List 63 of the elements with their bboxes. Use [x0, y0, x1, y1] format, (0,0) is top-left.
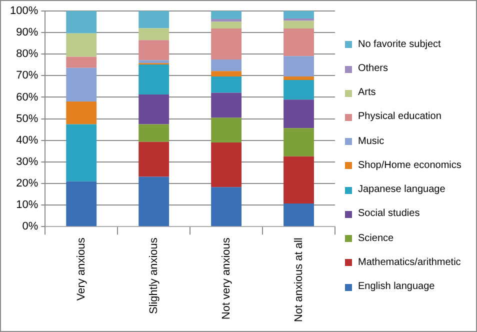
y-tick-label: 10%	[16, 199, 38, 212]
bar	[284, 76, 314, 80]
legend-label: Physical education	[358, 110, 442, 124]
legend-label: Arts	[358, 86, 376, 100]
bar	[211, 76, 242, 93]
bar	[211, 92, 242, 118]
legend-label: Japanese language	[358, 183, 446, 198]
legend-label: Shop/Home economics	[358, 158, 462, 173]
bar	[138, 176, 170, 226]
y-tick-label: 50%	[16, 112, 38, 125]
bar	[66, 124, 97, 182]
legend-label: Others	[358, 62, 388, 76]
x-tick-label: Very anxious	[75, 237, 88, 301]
bar	[211, 22, 242, 28]
y-tick-label: 20%	[16, 178, 38, 190]
x-tick-label: Not anxious at all	[292, 238, 305, 322]
y-tick-label: 80%	[16, 48, 38, 60]
legend-label: Music	[358, 134, 384, 149]
bar	[211, 142, 242, 188]
bar	[66, 102, 97, 124]
bar	[284, 128, 314, 156]
x-tick-label: Not very anxious	[220, 237, 232, 320]
bar	[66, 33, 97, 57]
bar	[284, 28, 314, 56]
bar	[284, 56, 314, 77]
bar	[138, 142, 170, 177]
y-tick-label: 0%	[22, 220, 38, 233]
bar	[284, 11, 314, 19]
bar	[138, 124, 170, 142]
legend-label: Mathematics/arithmetic	[358, 256, 461, 270]
bar	[284, 20, 314, 28]
y-tick-label: 30%	[16, 156, 38, 168]
legend-label: English language	[358, 280, 435, 294]
y-tick-label: 70%	[16, 70, 38, 82]
legend-label: Social studies	[358, 207, 420, 222]
bar	[211, 28, 242, 60]
bar	[138, 11, 170, 28]
y-tick-label: 90%	[16, 26, 38, 39]
bar	[138, 94, 170, 124]
bar	[211, 18, 242, 22]
bar	[284, 156, 314, 204]
bar	[211, 60, 242, 72]
bar	[284, 100, 314, 128]
legend-label: No favorite subject	[358, 38, 441, 52]
bar	[138, 60, 170, 64]
x-tick-label: Slightly anxious	[148, 237, 160, 314]
y-tick-label: 60%	[16, 91, 38, 104]
bar	[66, 68, 97, 102]
bar	[66, 56, 97, 68]
bar	[284, 80, 314, 100]
bar	[211, 118, 242, 143]
bar	[211, 71, 242, 77]
legend-label: Science	[358, 232, 394, 246]
bar	[138, 40, 170, 60]
bar	[66, 181, 97, 226]
y-tick-label: 40%	[16, 134, 38, 146]
bar	[138, 64, 170, 94]
bar	[284, 204, 314, 226]
bar	[211, 11, 242, 19]
bar	[66, 11, 97, 34]
bar	[138, 28, 170, 40]
bar	[211, 187, 242, 226]
y-tick-label: 100%	[10, 5, 38, 18]
